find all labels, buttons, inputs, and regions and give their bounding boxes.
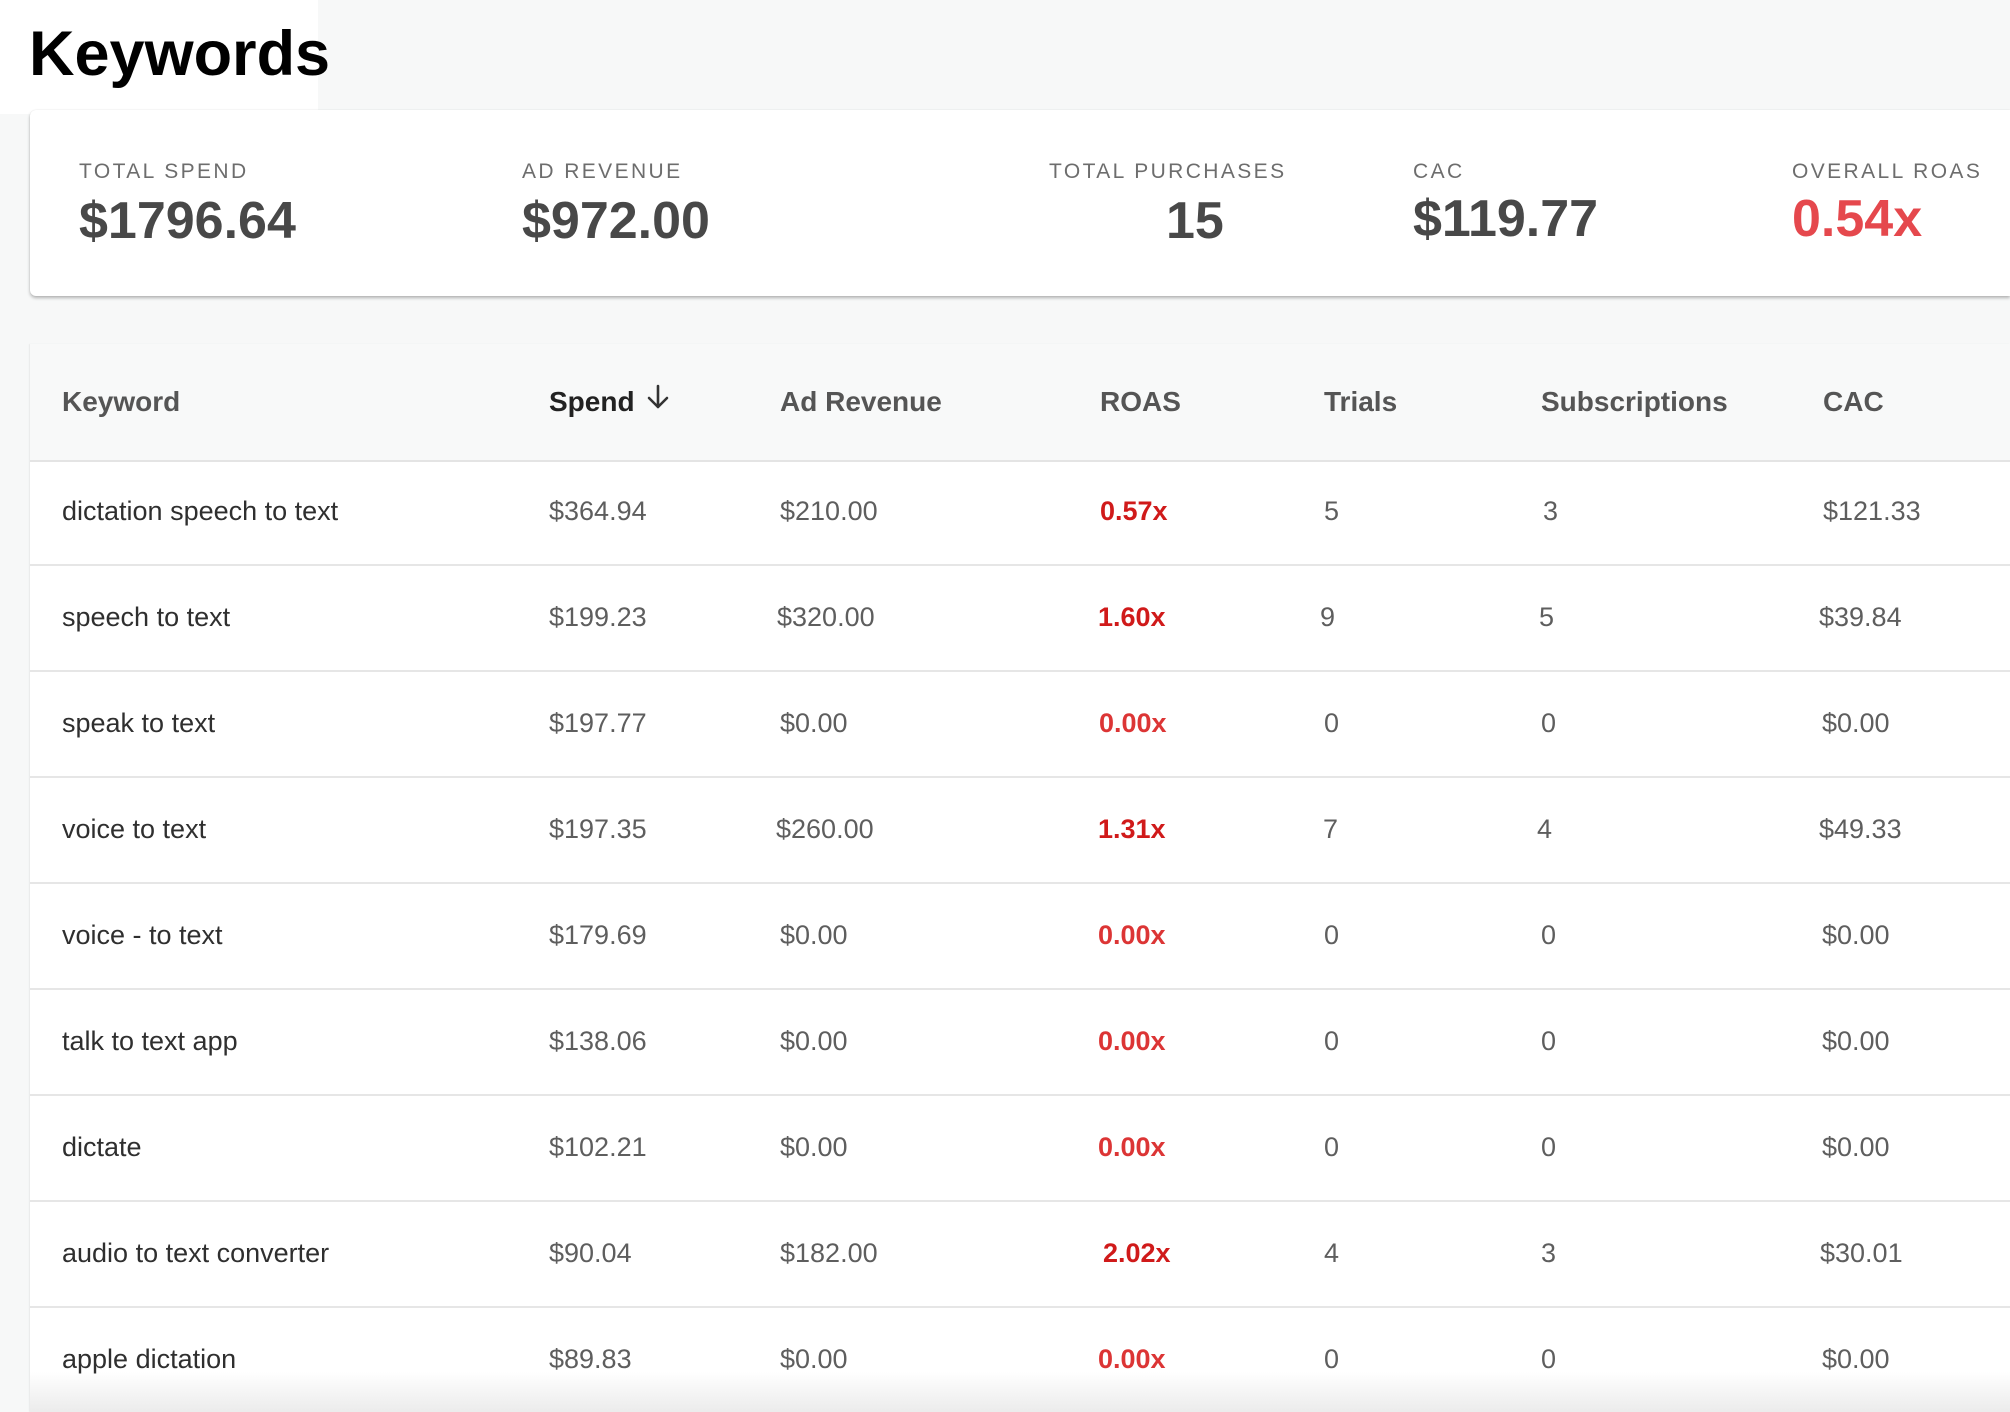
- cell-keyword: audio to text converter: [62, 1238, 330, 1268]
- stat-label: AD REVENUE: [522, 160, 683, 183]
- cell-trials: 0: [1324, 1026, 1340, 1056]
- cell-roas: 0.00x: [1099, 708, 1167, 738]
- column-header-subscriptions[interactable]: Subscriptions: [1541, 386, 1728, 417]
- arrow-down-icon[interactable]: [645, 383, 671, 419]
- cell-spend: $197.35: [549, 814, 647, 844]
- stat-value: $1796.64: [79, 192, 296, 250]
- cell-trials: 0: [1324, 1344, 1340, 1374]
- stat-value: $972.00: [522, 192, 710, 250]
- cell-trials: 0: [1324, 708, 1340, 738]
- cell-roas: 0.57x: [1100, 496, 1168, 526]
- cell-ad-revenue: $0.00: [780, 920, 848, 950]
- cell-cac: $0.00: [1822, 1344, 1890, 1374]
- cell-ad-revenue: $0.00: [780, 1344, 848, 1374]
- cell-roas: 1.60x: [1098, 602, 1166, 632]
- column-header-keyword[interactable]: Keyword: [62, 386, 181, 417]
- cell-cac: $0.00: [1822, 920, 1890, 950]
- stat-value: 0.54x: [1792, 190, 1923, 248]
- table-row[interactable]: speak to text $197.77 $0.00 0.00x 0 0 $0…: [30, 672, 2010, 778]
- cell-spend: $364.94: [549, 496, 647, 526]
- stat-label: OVERALL ROAS: [1792, 160, 1983, 183]
- column-header-label: Spend: [549, 386, 635, 417]
- cell-ad-revenue: $0.00: [780, 708, 848, 738]
- column-header-roas[interactable]: ROAS: [1100, 386, 1181, 417]
- cell-trials: 0: [1324, 920, 1340, 950]
- cell-keyword: dictation speech to text: [62, 496, 339, 526]
- table-row[interactable]: apple dictation $89.83 $0.00 0.00x 0 0 $…: [30, 1308, 2010, 1412]
- table-row[interactable]: dictation speech to text $364.94 $210.00…: [30, 460, 2010, 566]
- cell-spend: $102.21: [549, 1132, 647, 1162]
- cell-cac: $0.00: [1822, 1132, 1890, 1162]
- cell-spend: $138.06: [549, 1026, 647, 1056]
- cell-keyword: talk to text app: [62, 1026, 238, 1056]
- cell-subscriptions: 0: [1541, 1026, 1557, 1056]
- stat-label: CAC: [1413, 160, 1465, 183]
- page-header: Keywords: [0, 0, 330, 114]
- page-title: Keywords: [29, 19, 331, 89]
- cell-trials: 5: [1324, 496, 1340, 526]
- cell-roas: 0.00x: [1098, 1344, 1166, 1374]
- cell-spend: $197.77: [549, 708, 647, 738]
- cell-roas: 0.00x: [1098, 920, 1166, 950]
- table-header: Keyword Spend Ad Revenue ROAS Trials Sub…: [30, 344, 2010, 462]
- column-header-spend[interactable]: Spend: [549, 383, 671, 419]
- cell-subscriptions: 0: [1541, 708, 1557, 738]
- table-row[interactable]: talk to text app $138.06 $0.00 0.00x 0 0…: [30, 990, 2010, 1096]
- column-header-ad-revenue[interactable]: Ad Revenue: [780, 386, 942, 417]
- cell-roas: 1.31x: [1098, 814, 1166, 844]
- cell-subscriptions: 0: [1541, 1344, 1557, 1374]
- cell-subscriptions: 5: [1539, 602, 1555, 632]
- cell-roas: 0.00x: [1098, 1132, 1166, 1162]
- stat-label: TOTAL PURCHASES: [1049, 160, 1287, 183]
- cell-spend: $90.04: [549, 1238, 632, 1268]
- cell-cac: $121.33: [1823, 496, 1921, 526]
- cell-keyword: speech to text: [62, 602, 231, 632]
- cell-subscriptions: 3: [1541, 1238, 1557, 1268]
- cell-keyword: dictate: [62, 1132, 142, 1162]
- column-header-cac[interactable]: CAC: [1823, 386, 1884, 417]
- cell-subscriptions: 3: [1543, 496, 1559, 526]
- cell-cac: $0.00: [1822, 708, 1890, 738]
- cell-cac: $49.33: [1819, 814, 1902, 844]
- cell-spend: $89.83: [549, 1344, 632, 1374]
- keywords-table: Keyword Spend Ad Revenue ROAS Trials Sub…: [30, 344, 2010, 1412]
- cell-trials: 7: [1323, 814, 1339, 844]
- cell-roas: 0.00x: [1098, 1026, 1166, 1056]
- table-row[interactable]: dictate $102.21 $0.00 0.00x 0 0 $0.00: [30, 1096, 2010, 1202]
- cell-keyword: voice - to text: [62, 920, 223, 950]
- table-row[interactable]: voice - to text $179.69 $0.00 0.00x 0 0 …: [30, 884, 2010, 990]
- cell-subscriptions: 0: [1541, 920, 1557, 950]
- cell-subscriptions: 0: [1541, 1132, 1557, 1162]
- cell-trials: 0: [1324, 1132, 1340, 1162]
- summary-stats-card: TOTAL SPEND $1796.64 AD REVENUE $972.00 …: [30, 110, 2010, 296]
- cell-ad-revenue: $260.00: [776, 814, 874, 844]
- cell-trials: 4: [1324, 1238, 1340, 1268]
- table-row[interactable]: voice to text $197.35 $260.00 1.31x 7 4 …: [30, 778, 2010, 884]
- cell-subscriptions: 4: [1537, 814, 1553, 844]
- cell-ad-revenue: $0.00: [780, 1132, 848, 1162]
- cell-cac: $0.00: [1822, 1026, 1890, 1056]
- table-row[interactable]: audio to text converter $90.04 $182.00 2…: [30, 1202, 2010, 1308]
- stat-value: $119.77: [1413, 190, 1599, 248]
- stat-value: 15: [1166, 192, 1224, 250]
- cell-keyword: speak to text: [62, 708, 216, 738]
- cell-keyword: voice to text: [62, 814, 207, 844]
- table-row[interactable]: speech to text $199.23 $320.00 1.60x 9 5…: [30, 566, 2010, 672]
- cell-spend: $179.69: [549, 920, 647, 950]
- cell-ad-revenue: $182.00: [780, 1238, 878, 1268]
- cell-ad-revenue: $320.00: [777, 602, 875, 632]
- column-header-trials[interactable]: Trials: [1324, 386, 1398, 417]
- cell-trials: 9: [1320, 602, 1336, 632]
- cell-spend: $199.23: [549, 602, 647, 632]
- stat-label: TOTAL SPEND: [79, 160, 249, 183]
- cell-cac: $30.01: [1820, 1238, 1903, 1268]
- cell-ad-revenue: $210.00: [780, 496, 878, 526]
- cell-keyword: apple dictation: [62, 1344, 237, 1374]
- cell-ad-revenue: $0.00: [780, 1026, 848, 1056]
- cell-cac: $39.84: [1819, 602, 1902, 632]
- cell-roas: 2.02x: [1103, 1238, 1171, 1268]
